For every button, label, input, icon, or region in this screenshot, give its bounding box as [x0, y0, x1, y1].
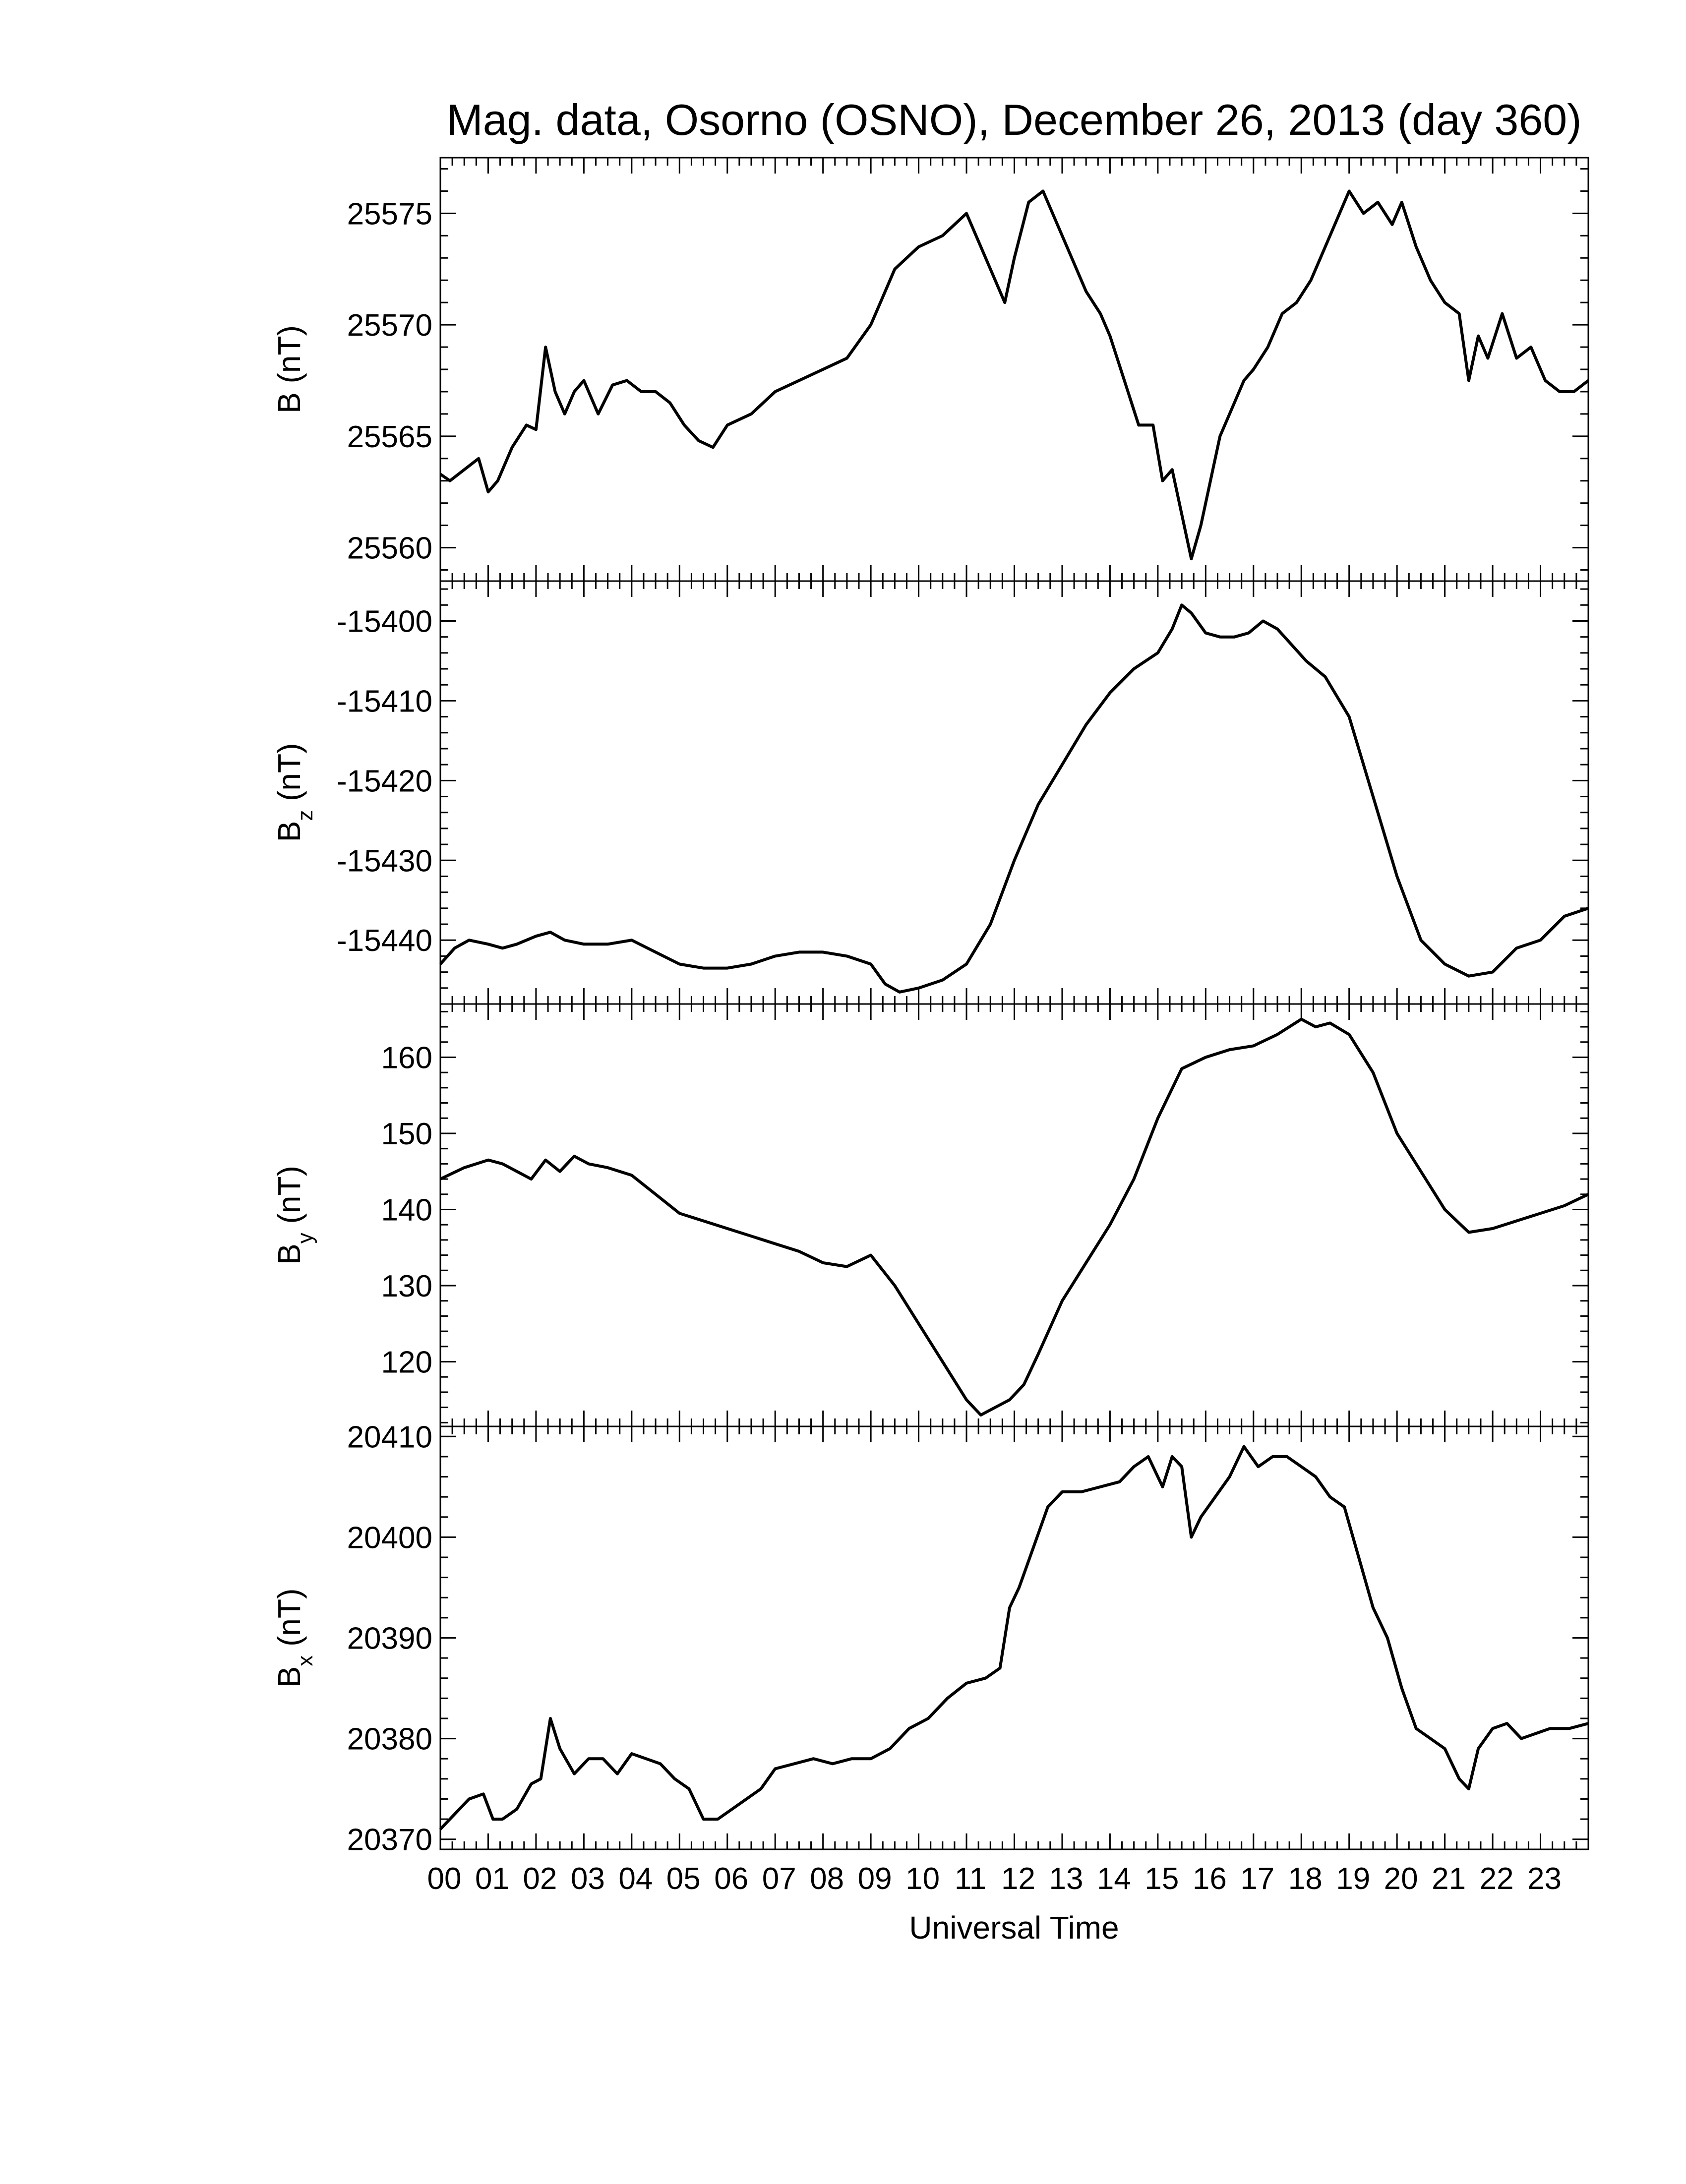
y-tick-label: -15430 [337, 844, 432, 878]
y-tick-label: -15420 [337, 764, 432, 798]
panel-4: 20370 20380 20390 20400 20410 Bx (nT) [271, 1420, 1589, 1857]
x-tick-label: 05 [666, 1862, 701, 1896]
y-tick-label: 160 [381, 1041, 432, 1075]
panel-frame [439, 1003, 1589, 1427]
y-tick-label: 25570 [347, 308, 432, 343]
y-axis-label: Bx (nT) [271, 1589, 317, 1688]
x-tick-label: 20 [1384, 1862, 1418, 1896]
panel-frame [439, 157, 1589, 582]
y-tick-label: 150 [381, 1117, 432, 1151]
x-tick-label: 11 [955, 1862, 986, 1896]
x-tick-label: 18 [1288, 1862, 1323, 1896]
panel-frame [439, 1425, 1589, 1850]
y-tick-label: -15440 [337, 924, 432, 958]
x-tick-label: 12 [1001, 1862, 1035, 1896]
x-tick-label: 06 [714, 1862, 748, 1896]
y-tick-label: 120 [381, 1346, 432, 1380]
y-tick-label: 20370 [347, 1823, 432, 1857]
y-tick-label: -15410 [337, 684, 432, 718]
series-line [439, 1017, 1589, 1417]
chart-title: Mag. data, Osorno (OSNO), December 26, 2… [446, 95, 1581, 144]
x-tick-label: 10 [905, 1862, 940, 1896]
x-tick-label: 13 [1049, 1862, 1083, 1896]
panel-2: -15440 -15430 -15420 -15410 -15400 Bz (nT) [271, 580, 1589, 1005]
x-tick-labels: 00 01 02 03 04 05 06 07 08 09 10 11 12 13 14 15 16 17 18 19… [427, 1862, 1562, 1896]
x-tick-label: 08 [810, 1862, 844, 1896]
panel-frame [439, 580, 1589, 1005]
y-tick-label: 20410 [347, 1420, 432, 1454]
x-tick-label: 00 [427, 1862, 462, 1896]
series-line [439, 189, 1589, 561]
y-tick-label: 140 [381, 1193, 432, 1227]
y-tick-label: 25560 [347, 531, 432, 566]
x-tick-label: 17 [1240, 1862, 1274, 1896]
x-tick-label: 14 [1097, 1862, 1131, 1896]
y-tick-label: 25565 [347, 420, 432, 454]
x-tick-label: 07 [762, 1862, 796, 1896]
y-axis-label: B (nT) [271, 325, 307, 413]
y-tick-label: 20390 [347, 1622, 432, 1656]
x-tick-label: 21 [1432, 1862, 1466, 1896]
x-tick-label: 09 [858, 1862, 892, 1896]
series-line [439, 603, 1589, 994]
panel-1: 25560 25565 25570 25575 B (nT) [271, 157, 1589, 582]
x-tick-label: 01 [475, 1862, 509, 1896]
x-tick-label: 19 [1336, 1862, 1370, 1896]
y-tick-label: -15400 [337, 604, 432, 639]
y-tick-label: 130 [381, 1269, 432, 1303]
y-tick-label: 25575 [347, 197, 432, 231]
y-tick-label: 20400 [347, 1521, 432, 1555]
series-line [439, 1445, 1589, 1830]
x-axis-label: Universal Time [909, 1910, 1119, 1946]
x-tick-label: 04 [618, 1862, 653, 1896]
x-tick-label: 02 [523, 1862, 557, 1896]
y-tick-label: 20380 [347, 1722, 432, 1757]
y-axis-label: By (nT) [271, 1166, 317, 1265]
x-tick-label: 15 [1144, 1862, 1179, 1896]
x-tick-label: 22 [1480, 1862, 1514, 1896]
x-tick-label: 16 [1193, 1862, 1227, 1896]
x-tick-label: 23 [1527, 1862, 1562, 1896]
y-axis-label: Bz (nT) [271, 743, 317, 842]
panel-3: 120 130 140 150 160 By (nT) [271, 1003, 1589, 1427]
x-tick-label: 03 [571, 1862, 605, 1896]
